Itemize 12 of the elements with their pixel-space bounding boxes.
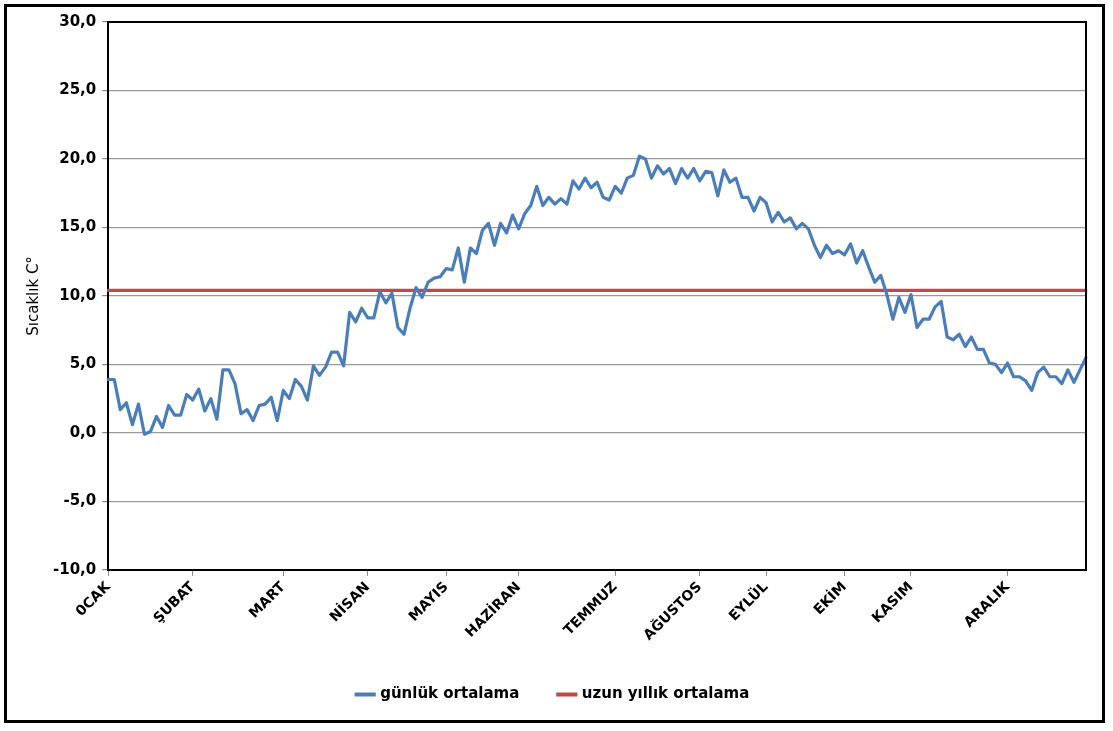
y-tick-label: 30,0: [59, 11, 97, 30]
y-tick-label: 20,0: [59, 148, 97, 167]
y-tick-label: -5,0: [63, 491, 97, 510]
y-tick-label: 25,0: [59, 80, 97, 99]
legend-label: uzun yıllık ortalama: [581, 684, 750, 703]
y-tick-label: 15,0: [59, 217, 97, 236]
y-tick-label: -10,0: [52, 559, 97, 578]
legend-label: günlük ortalama: [380, 684, 520, 703]
y-tick-label: 0,0: [69, 422, 97, 441]
y-tick-label: 10,0: [59, 285, 97, 304]
y-tick-label: 5,0: [69, 354, 97, 373]
y-axis-title: Sıcaklık C°: [23, 256, 42, 336]
